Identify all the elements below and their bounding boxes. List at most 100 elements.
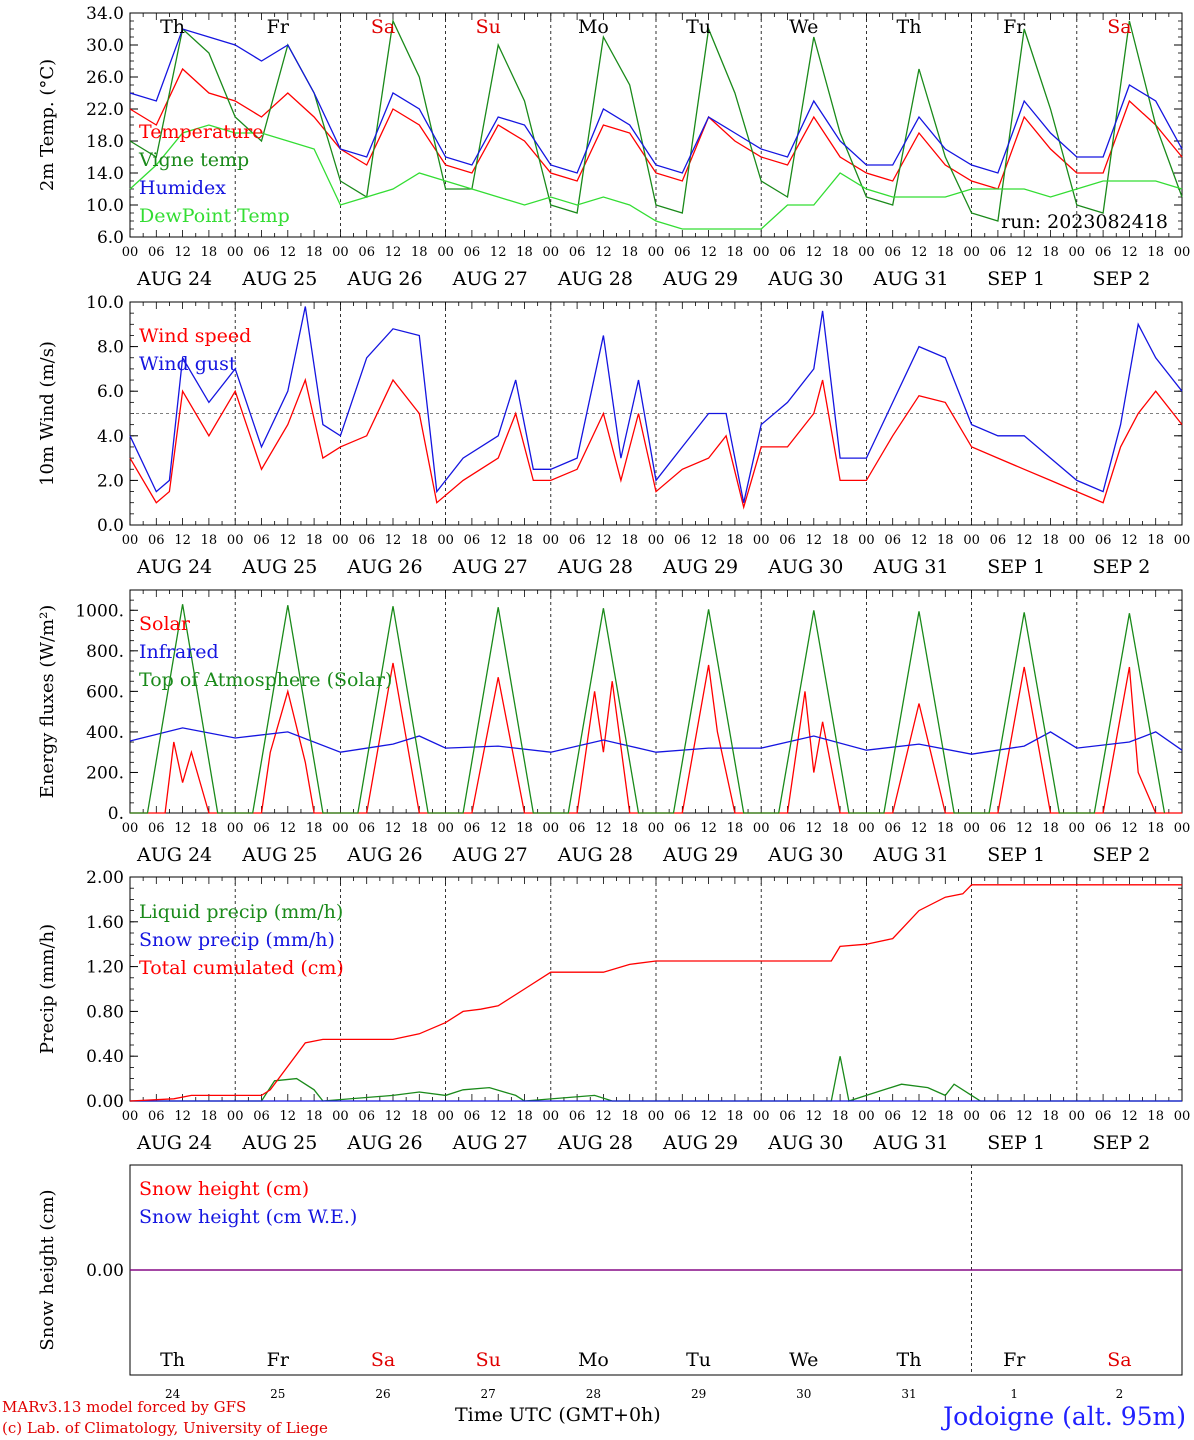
weekday-label: Sa bbox=[371, 1349, 395, 1371]
date-label: AUG 24 bbox=[136, 1132, 212, 1154]
hour-tick-label: 00 bbox=[963, 821, 980, 836]
hour-tick-label: 06 bbox=[990, 245, 1007, 260]
hour-tick-label: 12 bbox=[280, 821, 297, 836]
date-label: AUG 31 bbox=[872, 556, 948, 578]
hour-tick-label: 00 bbox=[858, 821, 875, 836]
hour-tick-label: 12 bbox=[490, 533, 507, 548]
hour-tick-label: 12 bbox=[1016, 821, 1033, 836]
hour-tick-label: 00 bbox=[1069, 533, 1086, 548]
hour-tick-label: 00 bbox=[332, 1109, 349, 1124]
panel-0: 00 06 12 18 00 06 12 18 00 06 12 18 00 06 12 18 00 06 12 18… bbox=[37, 4, 1190, 290]
hour-tick-label: 00 bbox=[753, 1109, 770, 1124]
hour-tick-label: 06 bbox=[884, 245, 901, 260]
day-number-label: 26 bbox=[375, 1387, 390, 1401]
legend-entry: Top of Atmosphere (Solar) bbox=[139, 669, 392, 691]
weekday-label: Su bbox=[476, 16, 501, 38]
legend-entry: Solar bbox=[139, 613, 191, 635]
weekday-label: Th bbox=[897, 16, 922, 38]
legend-entry: Vigne temp bbox=[138, 149, 249, 171]
hour-tick-label: 06 bbox=[464, 1109, 481, 1124]
y-tick-label: 6.0 bbox=[97, 382, 124, 402]
hour-tick-label: 00 bbox=[227, 821, 244, 836]
legend-entry: Wind gust bbox=[139, 353, 237, 375]
date-label: SEP 1 bbox=[987, 556, 1045, 578]
legend-entry: Snow precip (mm/h) bbox=[139, 929, 335, 951]
weekday-label: Th bbox=[160, 1349, 185, 1371]
hour-tick-label: 18 bbox=[1147, 1109, 1164, 1124]
hour-tick-label: 06 bbox=[990, 533, 1007, 548]
hour-tick-label: 00 bbox=[543, 821, 560, 836]
hour-tick-label: 00 bbox=[1069, 1109, 1086, 1124]
legend-entry: Temperature bbox=[139, 121, 263, 143]
hour-tick-label: 18 bbox=[727, 533, 744, 548]
hour-tick-label: 18 bbox=[411, 1109, 428, 1124]
series-line-liquid-precip-mm-h- bbox=[130, 1056, 1182, 1102]
y-tick-label: 0.40 bbox=[86, 1047, 124, 1067]
series-line-wind-speed bbox=[129, 377, 1183, 510]
hour-tick-label: 00 bbox=[648, 245, 665, 260]
weekday-label: Fr bbox=[1003, 16, 1026, 38]
day-number-label: 28 bbox=[586, 1387, 601, 1401]
date-label: AUG 27 bbox=[452, 556, 528, 578]
hour-tick-label: 18 bbox=[937, 533, 954, 548]
hour-tick-label: 06 bbox=[148, 821, 165, 836]
hour-tick-label: 18 bbox=[832, 245, 849, 260]
hour-tick-label: 06 bbox=[253, 821, 270, 836]
hour-tick-label: 06 bbox=[1095, 821, 1112, 836]
y-tick-label: 2.00 bbox=[86, 868, 124, 888]
y-tick-label: 22.0 bbox=[86, 100, 124, 120]
y-tick-label: 14.0 bbox=[86, 164, 124, 184]
weekday-label: Su bbox=[476, 1349, 501, 1371]
weekday-label: We bbox=[789, 1349, 818, 1371]
series-line-temperature bbox=[129, 67, 1183, 190]
weekday-label: Sa bbox=[1107, 16, 1131, 38]
hour-tick-label: 18 bbox=[727, 821, 744, 836]
hour-tick-label: 06 bbox=[464, 245, 481, 260]
series-line-infrared bbox=[129, 727, 1183, 755]
date-label: AUG 28 bbox=[557, 1132, 633, 1154]
hour-tick-label: 18 bbox=[621, 533, 638, 548]
y-tick-label: 26.0 bbox=[86, 68, 124, 88]
hour-tick-label: 00 bbox=[1174, 1109, 1191, 1124]
date-label: AUG 27 bbox=[452, 268, 528, 290]
hour-tick-label: 18 bbox=[1042, 821, 1059, 836]
legend-entry: Snow height (cm W.E.) bbox=[139, 1206, 357, 1228]
hour-tick-label: 12 bbox=[911, 821, 928, 836]
hour-tick-label: 18 bbox=[201, 1109, 218, 1124]
y-tick-label: 0.00 bbox=[86, 1261, 124, 1281]
hour-tick-label: 06 bbox=[253, 245, 270, 260]
weekday-label: Mo bbox=[578, 1349, 609, 1371]
hour-tick-label: 00 bbox=[648, 533, 665, 548]
hour-tick-label: 06 bbox=[464, 821, 481, 836]
y-tick-label: 0.80 bbox=[86, 1002, 124, 1022]
date-label: AUG 25 bbox=[241, 556, 317, 578]
hour-tick-label: 12 bbox=[1016, 533, 1033, 548]
series-line-dewpoint-temp bbox=[129, 124, 1183, 230]
hour-tick-label: 00 bbox=[963, 1109, 980, 1124]
date-label: AUG 25 bbox=[241, 268, 317, 290]
hour-tick-label: 12 bbox=[385, 533, 402, 548]
weekday-label: Fr bbox=[267, 16, 290, 38]
hour-tick-label: 18 bbox=[1042, 1109, 1059, 1124]
y-axis-label: 2m Temp. (°C) bbox=[37, 59, 58, 191]
hour-tick-label: 06 bbox=[358, 821, 375, 836]
legend-entry: Total cumulated (cm) bbox=[139, 957, 344, 979]
hour-tick-label: 00 bbox=[437, 245, 454, 260]
day-number-label: 29 bbox=[691, 1387, 706, 1401]
hour-tick-label: 18 bbox=[1147, 245, 1164, 260]
hour-tick-label: 06 bbox=[990, 1109, 1007, 1124]
hour-tick-label: 06 bbox=[779, 1109, 796, 1124]
hour-tick-label: 12 bbox=[1121, 245, 1138, 260]
hour-tick-label: 12 bbox=[280, 533, 297, 548]
hour-tick-label: 06 bbox=[884, 821, 901, 836]
panel-3: 00 06 12 18 00 06 12 18 00 06 12 18 00 06 12 18 00 06 12 18… bbox=[37, 868, 1190, 1154]
hour-tick-label: 00 bbox=[227, 245, 244, 260]
hour-tick-label: 06 bbox=[674, 245, 691, 260]
hour-tick-label: 18 bbox=[516, 821, 533, 836]
hour-tick-label: 18 bbox=[832, 821, 849, 836]
hour-tick-label: 18 bbox=[621, 245, 638, 260]
date-label: AUG 28 bbox=[557, 268, 633, 290]
day-number-label: 25 bbox=[270, 1387, 285, 1401]
date-label: SEP 2 bbox=[1092, 844, 1150, 866]
hour-tick-label: 18 bbox=[937, 1109, 954, 1124]
